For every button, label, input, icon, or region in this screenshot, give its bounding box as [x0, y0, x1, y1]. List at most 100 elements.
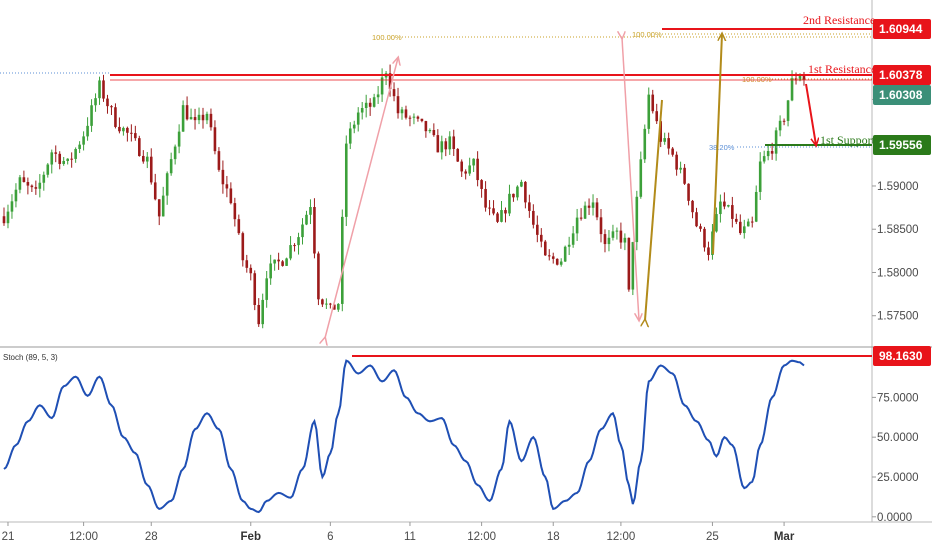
- candle-body: [723, 201, 726, 207]
- candle-body: [26, 182, 30, 186]
- candle-body: [619, 230, 623, 243]
- candle-body: [221, 169, 225, 185]
- candle-body: [22, 177, 26, 183]
- candle-body: [233, 203, 237, 220]
- time-tick-label: Mar: [774, 531, 795, 543]
- candle-body: [703, 228, 706, 248]
- candle-body: [309, 207, 312, 215]
- candle-body: [802, 76, 806, 80]
- candle-body: [651, 94, 655, 112]
- candle-body: [169, 159, 173, 174]
- candle-body: [667, 138, 670, 149]
- price-tick-label: 1.59000: [877, 181, 919, 193]
- candle-body: [352, 124, 356, 129]
- candle-body: [675, 154, 678, 170]
- candle-body: [536, 224, 539, 235]
- candle-body: [46, 164, 50, 175]
- candle-body: [563, 246, 567, 262]
- candle-body: [94, 98, 97, 106]
- candle-body: [579, 217, 583, 219]
- candle-body: [731, 205, 734, 219]
- candle-body: [305, 214, 308, 225]
- candle-body: [687, 183, 690, 201]
- candle-body: [798, 76, 802, 81]
- candle-body: [599, 217, 603, 235]
- price-tag-value: 1.60378: [879, 68, 923, 82]
- candle-body: [265, 278, 268, 300]
- fib-label: 100.00%: [742, 75, 772, 84]
- candle-body: [456, 148, 460, 162]
- candle-body: [177, 131, 181, 147]
- candle-body: [145, 156, 149, 162]
- candle-body: [161, 195, 165, 217]
- candle-body: [587, 205, 591, 208]
- candle-body: [774, 130, 778, 154]
- candle-body: [213, 127, 217, 152]
- first-support-label: 1st Support: [820, 133, 876, 147]
- candle-body: [102, 80, 105, 99]
- candle-body: [727, 205, 730, 207]
- candle-body: [50, 152, 54, 165]
- candle-body: [241, 233, 245, 261]
- candle-body: [623, 237, 627, 243]
- candle-body: [134, 133, 137, 139]
- price-tag-box: [873, 85, 931, 105]
- stoch-indicator-label: Stoch (89, 5, 3): [3, 353, 58, 362]
- candle-body: [412, 116, 416, 118]
- stoch-tick-label: 75.0000: [877, 392, 919, 404]
- candle-body: [452, 136, 456, 149]
- candle-body: [436, 135, 440, 153]
- candle-body: [114, 107, 117, 127]
- expected-drop-arrow: [805, 83, 816, 145]
- candle-body: [142, 155, 145, 162]
- candle-body: [289, 245, 292, 259]
- candle-body: [54, 152, 58, 154]
- candle-body: [790, 78, 794, 101]
- candle-body: [615, 230, 619, 232]
- projection-arrow: [712, 34, 722, 255]
- candle-body: [341, 216, 344, 304]
- candle-body: [424, 121, 428, 132]
- price-tag-box: [873, 135, 931, 155]
- candle-body: [735, 218, 738, 222]
- candle-body: [739, 221, 742, 234]
- candle-body: [337, 303, 340, 310]
- time-tick-label: 12:00: [69, 531, 98, 543]
- candle-body: [468, 165, 471, 174]
- price-tag-value: 1.59556: [879, 138, 923, 152]
- candle-body: [643, 128, 647, 160]
- candle-body: [543, 241, 547, 256]
- price-tag-box: [873, 65, 931, 85]
- candle-body: [98, 80, 101, 99]
- candle-body: [74, 149, 77, 159]
- candle-body: [647, 94, 651, 129]
- candle-body: [273, 259, 276, 264]
- candle-body: [205, 113, 209, 121]
- candle-body: [571, 233, 575, 245]
- projection-leg-line: [645, 99, 663, 320]
- price-tag: 1.60944: [873, 19, 931, 39]
- candle-body: [110, 106, 113, 108]
- time-tick-label: Feb: [241, 531, 261, 543]
- candle-body: [500, 210, 503, 222]
- candle-body: [663, 138, 666, 142]
- candle-body: [559, 261, 563, 265]
- candle-body: [512, 193, 515, 198]
- candle-body: [746, 221, 750, 227]
- candle-body: [165, 173, 169, 196]
- candle-body: [440, 141, 444, 153]
- candle-body: [301, 224, 304, 238]
- candle-body: [432, 130, 436, 136]
- price-tag: 1.60308: [873, 85, 931, 105]
- fib-label: 38.20%: [709, 143, 735, 152]
- candle-body: [683, 167, 686, 184]
- stoch-level-tag: 98.1630: [873, 346, 931, 366]
- time-tick-label: 11: [404, 531, 416, 543]
- candle-body: [2, 216, 6, 224]
- candle-body: [639, 159, 643, 197]
- candle-body: [14, 189, 18, 202]
- candle-body: [321, 299, 324, 305]
- candle-body: [595, 202, 599, 218]
